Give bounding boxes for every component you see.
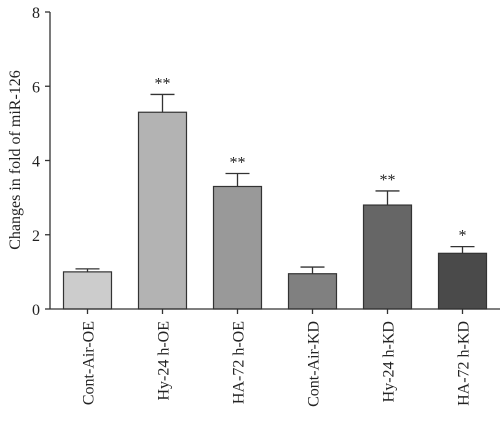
y-tick-label: 4 bbox=[32, 154, 40, 171]
bar bbox=[362, 204, 413, 310]
significance-label: ** bbox=[380, 172, 396, 189]
bar bbox=[287, 273, 338, 310]
significance-label: ** bbox=[155, 75, 171, 92]
x-tick-label: Cont-Air-KD bbox=[306, 321, 323, 407]
x-tick-label: Hy-24 h-OE bbox=[156, 321, 173, 401]
y-axis-title: Changes in fold of miR-126 bbox=[7, 70, 24, 250]
bars: ******* bbox=[62, 75, 488, 310]
bar bbox=[437, 252, 488, 310]
y-tick-label: 0 bbox=[32, 302, 40, 319]
bar bbox=[212, 185, 263, 310]
significance-label: * bbox=[459, 228, 467, 245]
y-tick-label: 8 bbox=[32, 5, 40, 22]
x-axis: Cont-Air-OE Hy-24 h-OE HA-72 h-OE Cont-Air-… bbox=[50, 308, 500, 407]
y-tick-label: 2 bbox=[32, 228, 40, 245]
y-axis: 0 2 4 6 8 bbox=[32, 5, 51, 319]
x-tick-label: Cont-Air-OE bbox=[81, 321, 98, 405]
bar bbox=[137, 111, 188, 310]
x-tick-label: HA-72 h-KD bbox=[456, 321, 473, 406]
significance-label: ** bbox=[230, 154, 246, 171]
y-tick-label: 6 bbox=[32, 79, 40, 96]
bar bbox=[62, 271, 113, 310]
x-tick-label: Hy-24 h-KD bbox=[381, 321, 398, 402]
x-tick-label: HA-72 h-OE bbox=[231, 321, 248, 404]
